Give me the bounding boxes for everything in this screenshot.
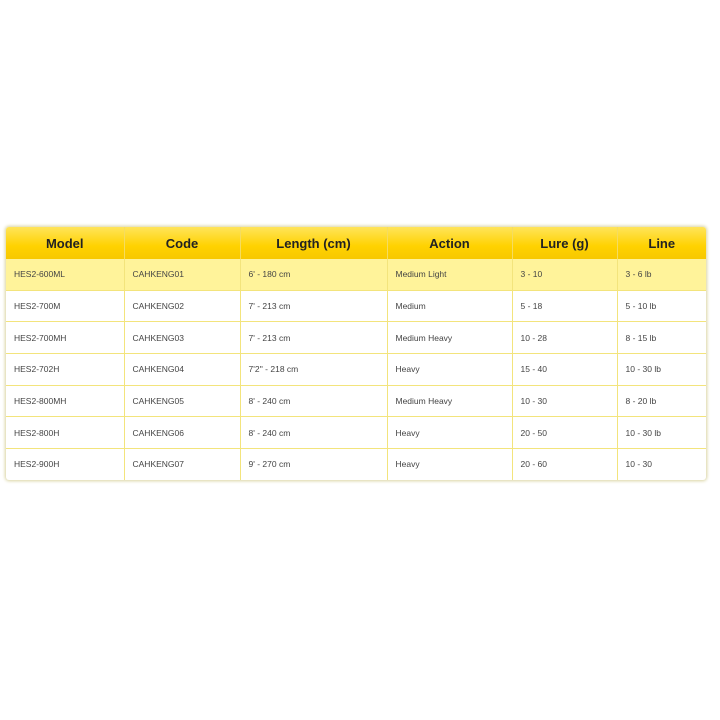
cell-length: 8' - 240 cm <box>239 416 388 450</box>
cell-action: Medium Light <box>386 259 513 291</box>
cell-line: 10 - 30 lb <box>616 416 706 450</box>
cell-model: HES2-600ML <box>6 259 125 291</box>
cell-line: 10 - 30 lb <box>616 353 706 386</box>
cell-lure: 20 - 60 <box>511 448 618 480</box>
column-header-model: Model <box>6 227 124 259</box>
cell-action: Heavy <box>386 353 513 386</box>
cell-line: 8 - 20 lb <box>616 385 706 418</box>
table-row: HES2-600ML CAHKENG01 6' - 180 cm Medium Lig… <box>6 259 706 291</box>
column-header-length: Length (cm) <box>239 227 387 259</box>
column-header-action: Action <box>386 227 512 259</box>
cell-model: HES2-702H <box>6 353 125 386</box>
cell-length: 7' - 213 cm <box>239 321 388 355</box>
cell-code: CAHKENG02 <box>123 290 241 323</box>
column-header-code: Code <box>123 227 240 259</box>
table-row: HES2-700M CAHKENG02 7' - 213 cm Medium 5 - 1… <box>6 290 706 323</box>
spec-table-container: Model Code Length (cm) Action Lure (g) Line H… <box>6 227 706 480</box>
cell-line: 8 - 15 lb <box>616 321 706 355</box>
cell-model: HES2-700MH <box>6 321 125 355</box>
cell-lure: 15 - 40 <box>511 353 618 386</box>
cell-code: CAHKENG03 <box>123 321 241 355</box>
cell-model: HES2-800H <box>6 416 125 450</box>
column-header-lure: Lure (g) <box>511 227 617 259</box>
table-row: HES2-700MH CAHKENG03 7' - 213 cm Medium Hea… <box>6 321 706 355</box>
cell-code: CAHKENG01 <box>123 259 241 291</box>
cell-lure: 20 - 50 <box>511 416 618 450</box>
table-row: HES2-702H CAHKENG04 7'2'' - 218 cm Heavy 15 … <box>6 353 706 386</box>
cell-length: 6' - 180 cm <box>239 259 388 291</box>
cell-action: Heavy <box>386 416 513 450</box>
cell-length: 8' - 240 cm <box>239 385 388 418</box>
table-row: HES2-800MH CAHKENG05 8' - 240 cm Medium Hea… <box>6 385 706 418</box>
cell-action: Medium Heavy <box>386 385 513 418</box>
cell-line: 3 - 6 lb <box>616 259 706 291</box>
cell-lure: 10 - 30 <box>511 385 618 418</box>
cell-code: CAHKENG06 <box>123 416 241 450</box>
header-row: Model Code Length (cm) Action Lure (g) Line <box>6 227 706 259</box>
cell-length: 7' - 213 cm <box>239 290 388 323</box>
cell-lure: 10 - 28 <box>511 321 618 355</box>
cell-line: 5 - 10 lb <box>616 290 706 323</box>
spec-table: Model Code Length (cm) Action Lure (g) Line H… <box>6 227 706 480</box>
cell-code: CAHKENG04 <box>123 353 241 386</box>
cell-action: Heavy <box>386 448 513 480</box>
cell-action: Medium Heavy <box>386 321 513 355</box>
cell-model: HES2-900H <box>6 448 125 480</box>
cell-model: HES2-800MH <box>6 385 125 418</box>
cell-lure: 5 - 18 <box>511 290 618 323</box>
cell-line: 10 - 30 <box>616 448 706 480</box>
cell-code: CAHKENG05 <box>123 385 241 418</box>
table-row: HES2-900H CAHKENG07 9' - 270 cm Heavy 20 - 6… <box>6 448 706 480</box>
cell-length: 7'2'' - 218 cm <box>239 353 388 386</box>
cell-model: HES2-700M <box>6 290 125 323</box>
cell-action: Medium <box>386 290 513 323</box>
cell-lure: 3 - 10 <box>511 259 618 291</box>
cell-code: CAHKENG07 <box>123 448 241 480</box>
cell-length: 9' - 270 cm <box>239 448 388 480</box>
table-row: HES2-800H CAHKENG06 8' - 240 cm Heavy 20 - 5… <box>6 416 706 450</box>
column-header-line: Line <box>616 227 706 259</box>
